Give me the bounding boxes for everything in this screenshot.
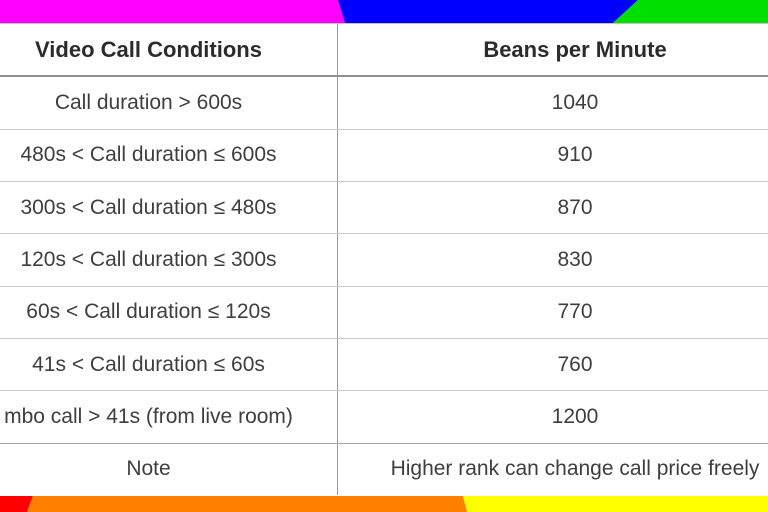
condition-cell: 60s < Call duration ≤ 120s xyxy=(0,286,338,338)
column-header-beans: Beans per Minute xyxy=(483,36,667,62)
condition-cell: 41s < Call duration ≤ 60s xyxy=(0,338,338,391)
beans-cell: 770 xyxy=(557,300,593,324)
condition-cell: Note xyxy=(0,443,338,495)
table-row: 60s < Call duration ≤ 120s 770 xyxy=(0,285,768,338)
beans-cell: 910 xyxy=(557,143,593,167)
top-color-band xyxy=(0,0,768,23)
condition-cell: Call duration > 600s xyxy=(0,77,338,129)
table-header-row: Video Call Conditions Beans per Minute xyxy=(0,24,768,76)
bottom-color-band xyxy=(0,496,768,512)
condition-cell: 480s < Call duration ≤ 600s xyxy=(0,129,338,181)
beans-cell: Higher rank can change call price freely xyxy=(390,457,760,481)
top-band-magenta-segment xyxy=(0,0,345,23)
table-row-note: Note Higher rank can change call price f… xyxy=(0,442,768,495)
video-call-pricing-table: Video Call Conditions Beans per Minute C… xyxy=(0,23,768,495)
beans-cell: 1040 xyxy=(551,90,599,114)
beans-cell: 870 xyxy=(557,195,593,219)
table-row: Call duration > 600s 1040 xyxy=(0,75,768,129)
column-header-conditions: Video Call Conditions xyxy=(0,24,338,76)
bottom-band-yellow-segment xyxy=(463,496,768,512)
beans-cell: 760 xyxy=(557,352,593,376)
bottom-band-orange-segment xyxy=(27,496,467,512)
table-row: mbo call > 41s (from live room) 1200 xyxy=(0,390,768,443)
bottom-band-red-segment xyxy=(0,496,33,512)
table-row: 300s < Call duration ≤ 480s 870 xyxy=(0,180,768,234)
beans-cell: 830 xyxy=(557,247,593,271)
top-band-blue-segment xyxy=(338,0,638,23)
condition-cell: mbo call > 41s (from live room) xyxy=(0,391,338,443)
condition-cell: 300s < Call duration ≤ 480s xyxy=(0,181,338,234)
table-row: 120s < Call duration ≤ 300s 830 xyxy=(0,233,768,286)
table-row: 41s < Call duration ≤ 60s 760 xyxy=(0,337,768,391)
condition-cell: 120s < Call duration ≤ 300s xyxy=(0,234,338,286)
table-row: 480s < Call duration ≤ 600s 910 xyxy=(0,128,768,181)
beans-cell: 1200 xyxy=(551,404,599,428)
top-band-green-segment xyxy=(613,0,768,23)
